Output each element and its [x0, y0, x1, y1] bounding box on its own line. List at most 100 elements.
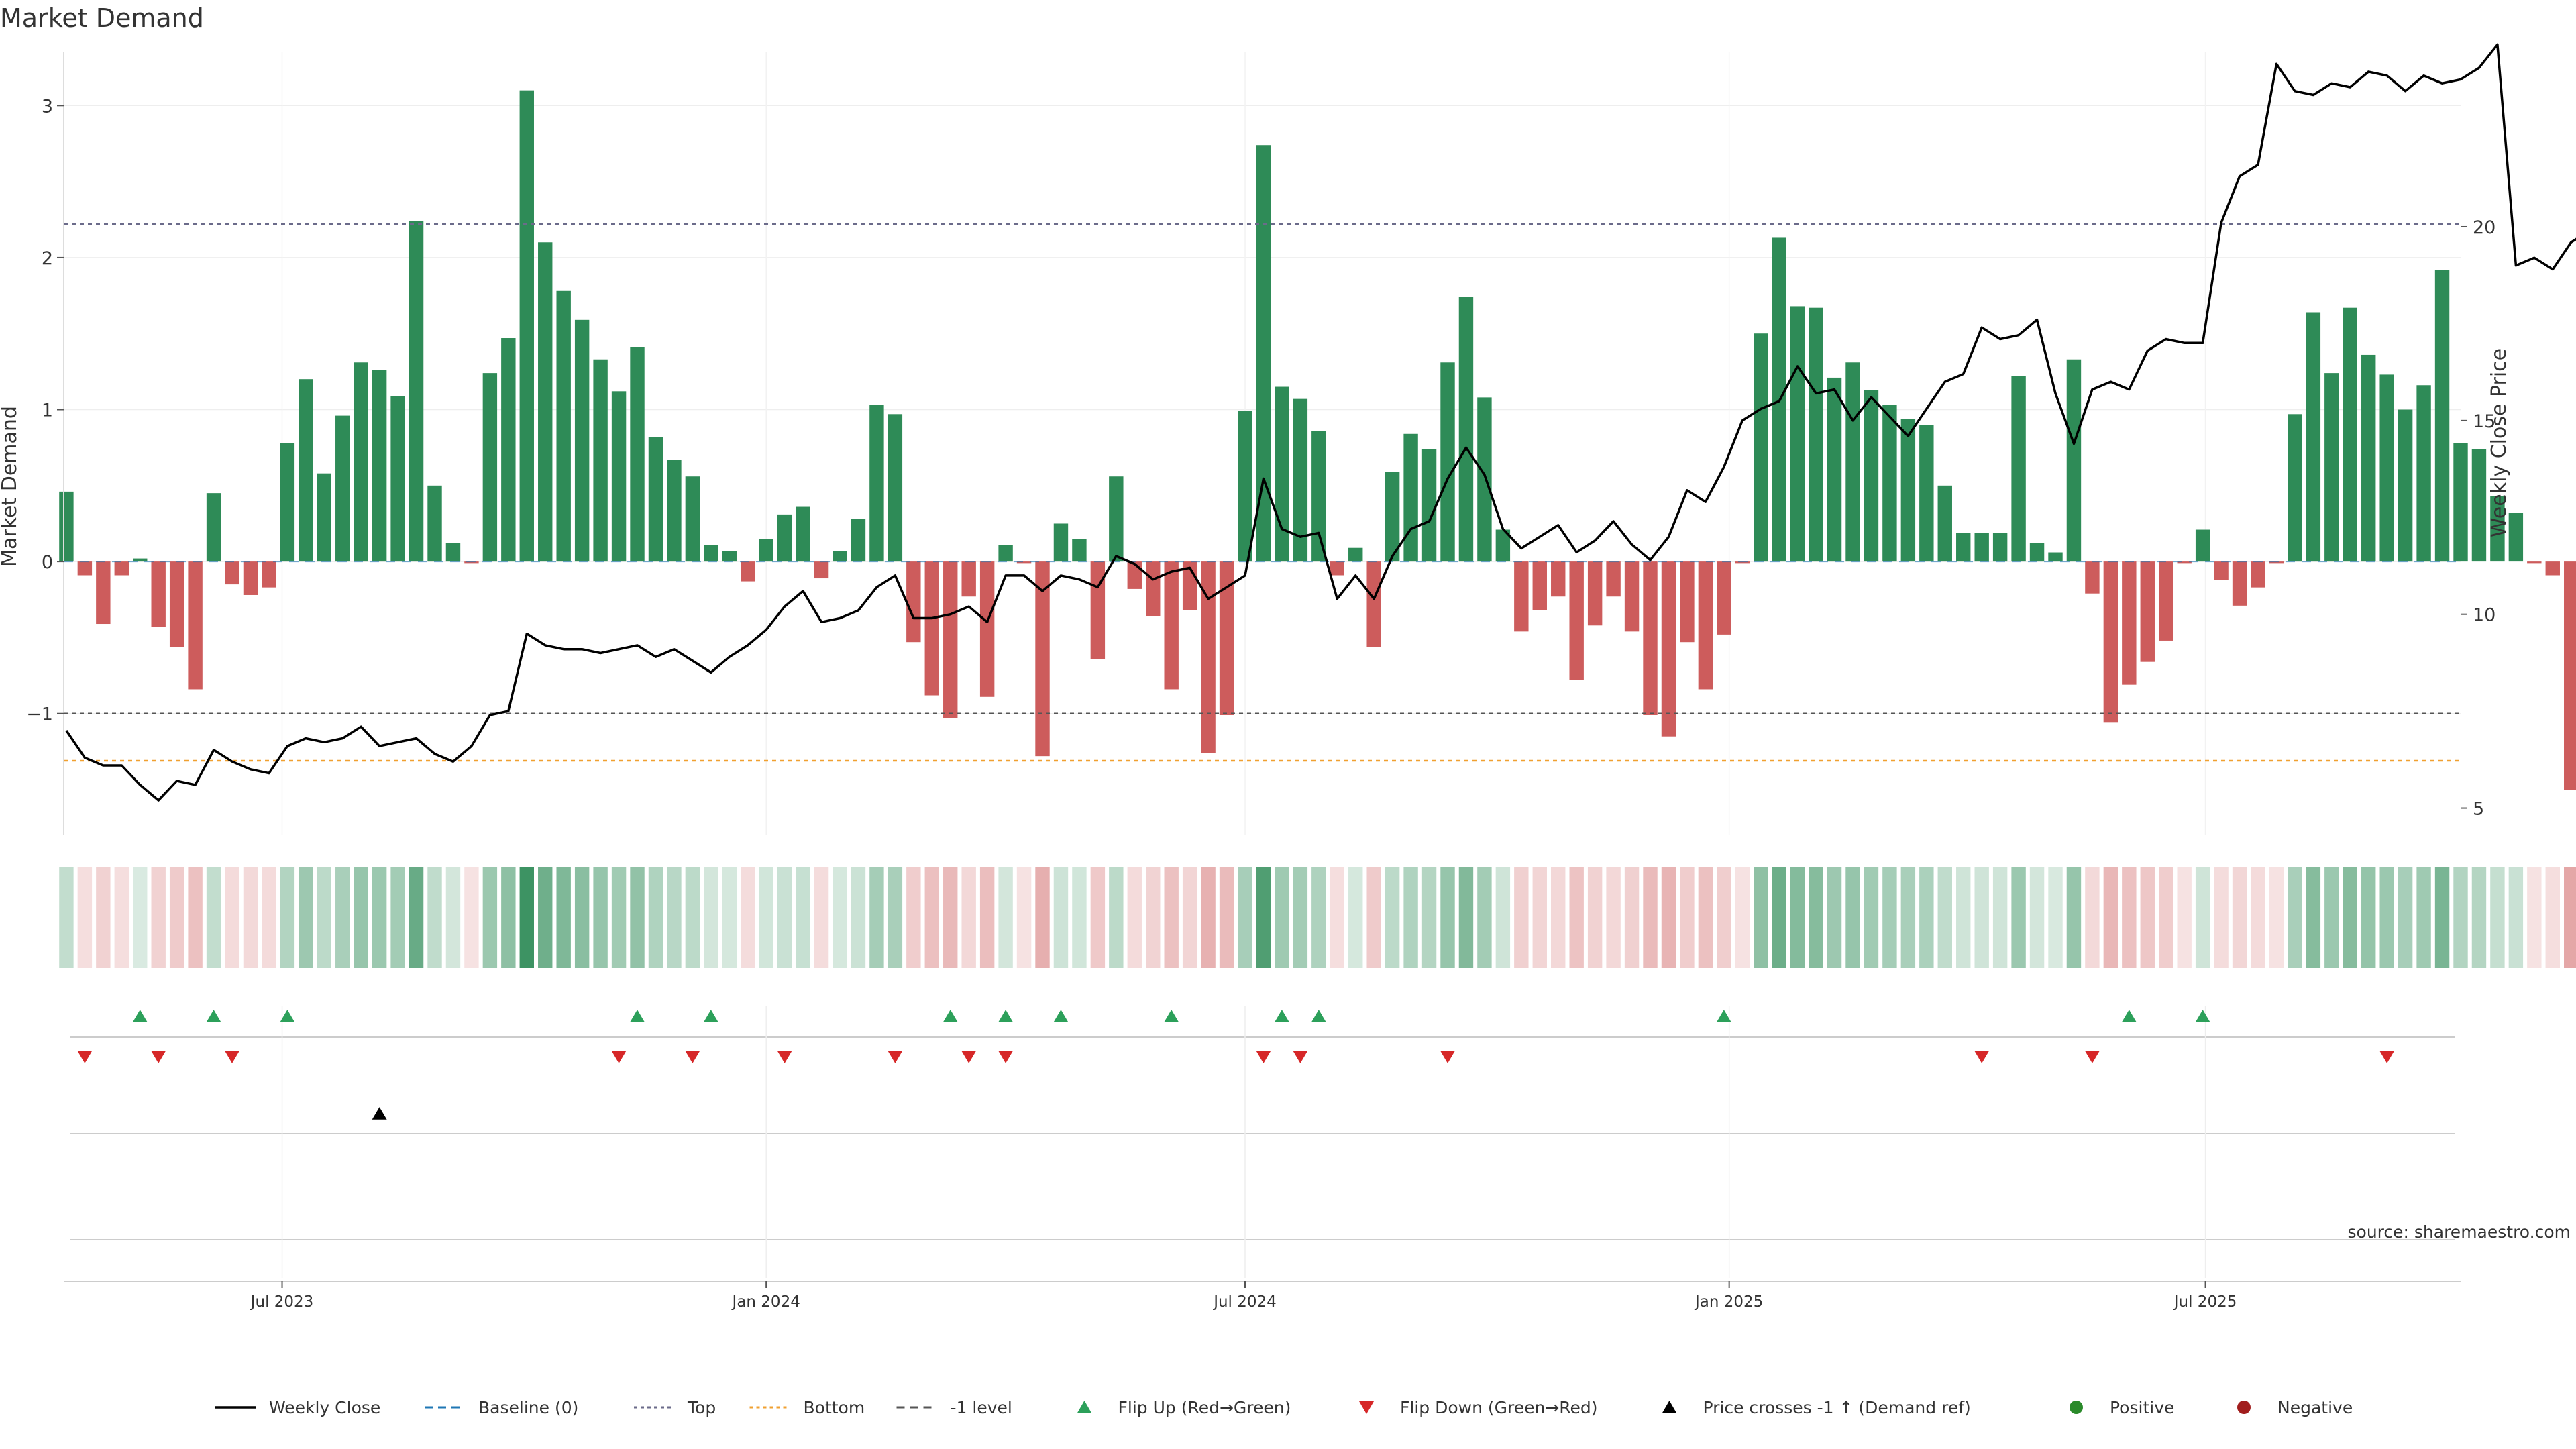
demand-bar: [759, 539, 773, 562]
heat-cell: [317, 867, 331, 968]
heat-cell: [611, 867, 627, 968]
demand-bar: [2379, 374, 2394, 562]
flip-down-marker: [225, 1051, 240, 1063]
demand-bar: [1385, 472, 1400, 562]
heat-cell: [1569, 867, 1584, 968]
demand-bar: [1311, 431, 1326, 562]
heat-cell: [1109, 867, 1124, 968]
demand-bar: [1366, 561, 1381, 647]
heat-cell: [1035, 867, 1050, 968]
demand-bar: [1495, 529, 1511, 562]
heat-cell: [538, 867, 553, 968]
heat-cell: [2122, 867, 2137, 968]
flip-down-marker: [1440, 1051, 1456, 1063]
legend-item: -1 level: [896, 1398, 1012, 1417]
demand-bar: [1827, 377, 1842, 562]
heat-cell: [2434, 867, 2450, 968]
heat-cell: [1937, 867, 1952, 968]
demand-bar: [648, 437, 663, 562]
source-note: source: sharemaestro.com: [2348, 1222, 2571, 1242]
demand-bar: [1348, 547, 1363, 562]
y-tick-label: 3: [42, 96, 53, 117]
heat-cell: [1182, 867, 1197, 968]
demand-bar: [1974, 533, 1989, 562]
demand-bar: [1477, 397, 1492, 562]
heat-cell: [851, 867, 866, 968]
heat-cell: [133, 867, 148, 968]
demand-bar: [961, 561, 976, 597]
demand-bar: [1403, 433, 1418, 562]
heat-cell: [888, 867, 903, 968]
heat-cell: [1421, 867, 1437, 968]
demand-bar: [1293, 398, 1308, 562]
heat-cell: [1053, 867, 1069, 968]
price-cross-marker: [372, 1107, 387, 1120]
heat-cell: [1845, 867, 1860, 968]
demand-bar: [169, 561, 184, 647]
demand-bar: [445, 543, 461, 562]
demand-bar: [556, 290, 571, 562]
demand-bar: [1016, 561, 1032, 564]
heat-cell: [833, 867, 847, 968]
demand-bar: [1238, 411, 1252, 562]
legend-item: Top: [634, 1398, 716, 1417]
x-tick-label: Jul 2023: [250, 1293, 314, 1311]
heat-cell: [2269, 867, 2284, 968]
demand-bar: [1532, 561, 1547, 610]
heat-cell: [1680, 867, 1695, 968]
demand-bar: [1458, 297, 1474, 562]
x-tick-label: Jul 2024: [1212, 1293, 1277, 1311]
heat-cell: [1587, 867, 1603, 968]
flip-down-marker: [77, 1051, 93, 1063]
legend-label: Negative: [2277, 1398, 2353, 1417]
demand-bar: [464, 561, 479, 564]
heat-cell: [667, 867, 682, 968]
demand-bar: [133, 558, 148, 562]
x-tick-label: Jan 2024: [731, 1293, 800, 1311]
demand-bar: [611, 391, 627, 562]
legend-item: Negative: [2237, 1398, 2353, 1417]
heat-cell: [2140, 867, 2155, 968]
x-tick-label: Jan 2025: [1694, 1293, 1763, 1311]
demand-bar: [1606, 561, 1621, 597]
demand-bar: [1035, 561, 1050, 757]
demand-bar: [482, 373, 498, 562]
y-tick-label: 1: [42, 400, 53, 421]
heat-cell: [1735, 867, 1750, 968]
demand-bar: [262, 561, 276, 588]
heat-cell: [979, 867, 995, 968]
demand-bar: [151, 561, 166, 627]
heat-cell: [501, 867, 516, 968]
demand-bar: [59, 491, 74, 562]
flip-up-marker: [280, 1010, 295, 1022]
heat-strip: [59, 867, 2576, 968]
heat-cell: [1440, 867, 1455, 968]
legend-label: Price crosses -1 ↑ (Demand ref): [1703, 1398, 1971, 1417]
flip-up-marker: [2121, 1010, 2137, 1022]
demand-bar: [2103, 561, 2118, 723]
demand-bar: [1072, 539, 1087, 562]
heat-cell: [1900, 867, 1916, 968]
demand-bar: [685, 476, 700, 562]
heat-cell: [1606, 867, 1621, 968]
legend: Weekly Close Baseline (0) Top Bottom -1 leve…: [215, 1398, 2353, 1417]
heat-cell: [1293, 867, 1308, 968]
heat-cell: [2398, 867, 2413, 968]
y2-tick-label: 10: [2473, 605, 2496, 626]
demand-bar: [1717, 561, 1731, 635]
flip-up-marker: [1274, 1010, 1289, 1022]
demand-bar: [2159, 561, 2174, 641]
heat-cell: [2214, 867, 2229, 968]
heat-cell: [464, 867, 479, 968]
y-tick-label: 2: [42, 248, 53, 269]
heat-cell: [1477, 867, 1492, 968]
demand-bar: [943, 561, 958, 718]
heat-cell: [998, 867, 1013, 968]
demand-bar: [354, 362, 368, 562]
price-layer: [65, 43, 2576, 802]
legend-label: Bottom: [804, 1398, 865, 1417]
heat-cell: [2177, 867, 2192, 968]
demand-bar: [741, 561, 755, 582]
demand-bar: [501, 338, 516, 562]
